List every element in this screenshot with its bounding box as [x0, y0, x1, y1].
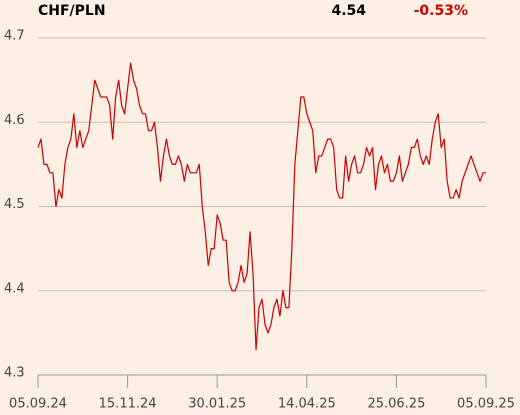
- x-tick-label: 30.01.25: [188, 397, 246, 412]
- chart-title: CHF/PLN: [38, 3, 106, 19]
- y-tick-label: 4.6: [4, 113, 25, 128]
- y-tick-label: 4.7: [4, 29, 25, 44]
- price-line: [37, 62, 486, 351]
- x-tick-label: 05.09.24: [9, 397, 67, 412]
- x-tick-label: 05.09.25: [457, 397, 515, 412]
- x-tick-label: 25.06.25: [367, 397, 425, 412]
- y-tick-label: 4.4: [4, 281, 25, 296]
- x-tick-label: 15.11.24: [99, 397, 157, 412]
- x-tick-label: 14.04.25: [278, 397, 336, 412]
- y-tick-label: 4.5: [4, 197, 25, 212]
- last-price: 4.54: [331, 3, 366, 19]
- y-tick-label: 4.3: [4, 366, 25, 381]
- change: -0.53%: [414, 3, 468, 19]
